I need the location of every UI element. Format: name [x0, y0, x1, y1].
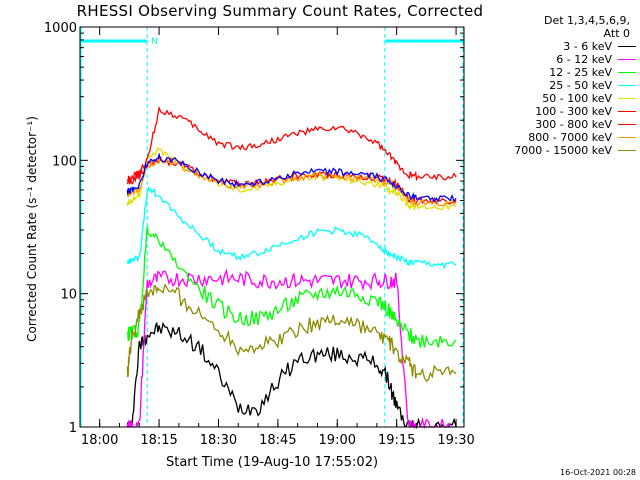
legend-entry: 3 - 6 keV	[474, 40, 638, 53]
legend-entry: 300 - 800 keV	[474, 118, 638, 131]
legend-swatch	[618, 59, 636, 60]
x-tick-label: 18:30	[200, 433, 237, 448]
x-tick-label: 19:15	[378, 433, 415, 448]
legend-entry: 7000 - 15000 keV	[474, 144, 638, 157]
legend-swatch	[618, 111, 636, 112]
legend-entries: 3 - 6 keV 6 - 12 keV 12 - 25 keV 25 - 50 ke…	[474, 40, 638, 157]
night-marker-label: N	[151, 37, 158, 47]
legend-label: 50 - 100 keV	[542, 92, 612, 105]
legend-entry: 12 - 25 keV	[474, 66, 638, 79]
legend-detectors: Det 1,3,4,5,6,9,	[543, 14, 630, 27]
legend-entry: 25 - 50 keV	[474, 79, 638, 92]
legend-swatch	[618, 46, 636, 47]
legend-label: 100 - 300 keV	[535, 105, 612, 118]
x-tick-label: 18:00	[81, 433, 118, 448]
legend: Det 1,3,4,5,6,9, Att 0 3 - 6 keV 6 - 12 k…	[474, 14, 638, 157]
x-axis-label: Start Time (19-Aug-10 17:55:02)	[165, 455, 379, 470]
legend-swatch	[618, 137, 636, 138]
legend-swatch	[618, 72, 636, 73]
legend-label: 6 - 12 keV	[556, 53, 612, 66]
axis-ticks: 18:00 18:15 18:30 18:45 19:00 19:15 19:30 1 10 10…	[44, 21, 475, 448]
chart-title: RHESSI Observing Summary Count Rates, Co…	[76, 2, 484, 20]
legend-label: 300 - 800 keV	[535, 118, 612, 131]
legend-attenuator: Att 0	[603, 27, 630, 40]
series-line	[126, 226, 457, 348]
x-tick-label: 18:45	[259, 433, 296, 448]
series-line	[126, 146, 457, 212]
night-intervals: N	[80, 27, 464, 427]
timestamp: 16-Oct-2021 00:28	[560, 468, 636, 477]
series-line	[126, 283, 457, 383]
legend-label: 800 - 7000 keV	[528, 131, 612, 144]
x-tick-label: 19:00	[319, 433, 356, 448]
y-axis-label: Corrected Count Rate (s⁻¹ detector⁻¹)	[25, 116, 39, 342]
legend-entry: 50 - 100 keV	[474, 92, 638, 105]
y-tick-label: 10	[60, 288, 77, 303]
legend-swatch	[618, 98, 636, 99]
legend-swatch	[618, 150, 636, 151]
y-tick-label: 1000	[44, 21, 77, 36]
legend-entry: 100 - 300 keV	[474, 105, 638, 118]
y-tick-label: 1	[69, 421, 77, 436]
series-line	[126, 321, 457, 430]
legend-label: 25 - 50 keV	[549, 79, 612, 92]
series-line	[126, 155, 457, 207]
legend-swatch	[618, 85, 636, 86]
legend-entry: 800 - 7000 keV	[474, 131, 638, 144]
series-line	[126, 268, 457, 430]
legend-label: 7000 - 15000 keV	[514, 144, 612, 157]
y-tick-label: 100	[52, 154, 77, 169]
series-line-unlabeled	[126, 152, 457, 203]
legend-entry: 6 - 12 keV	[474, 53, 638, 66]
series-line	[126, 185, 457, 270]
x-tick-label: 18:15	[140, 433, 177, 448]
series-line	[126, 105, 457, 183]
series-lines	[126, 105, 457, 430]
legend-label: 12 - 25 keV	[549, 66, 612, 79]
x-tick-label: 19:30	[437, 433, 474, 448]
legend-swatch	[618, 124, 636, 125]
axes-frame	[79, 26, 465, 428]
legend-label: 3 - 6 keV	[563, 40, 612, 53]
